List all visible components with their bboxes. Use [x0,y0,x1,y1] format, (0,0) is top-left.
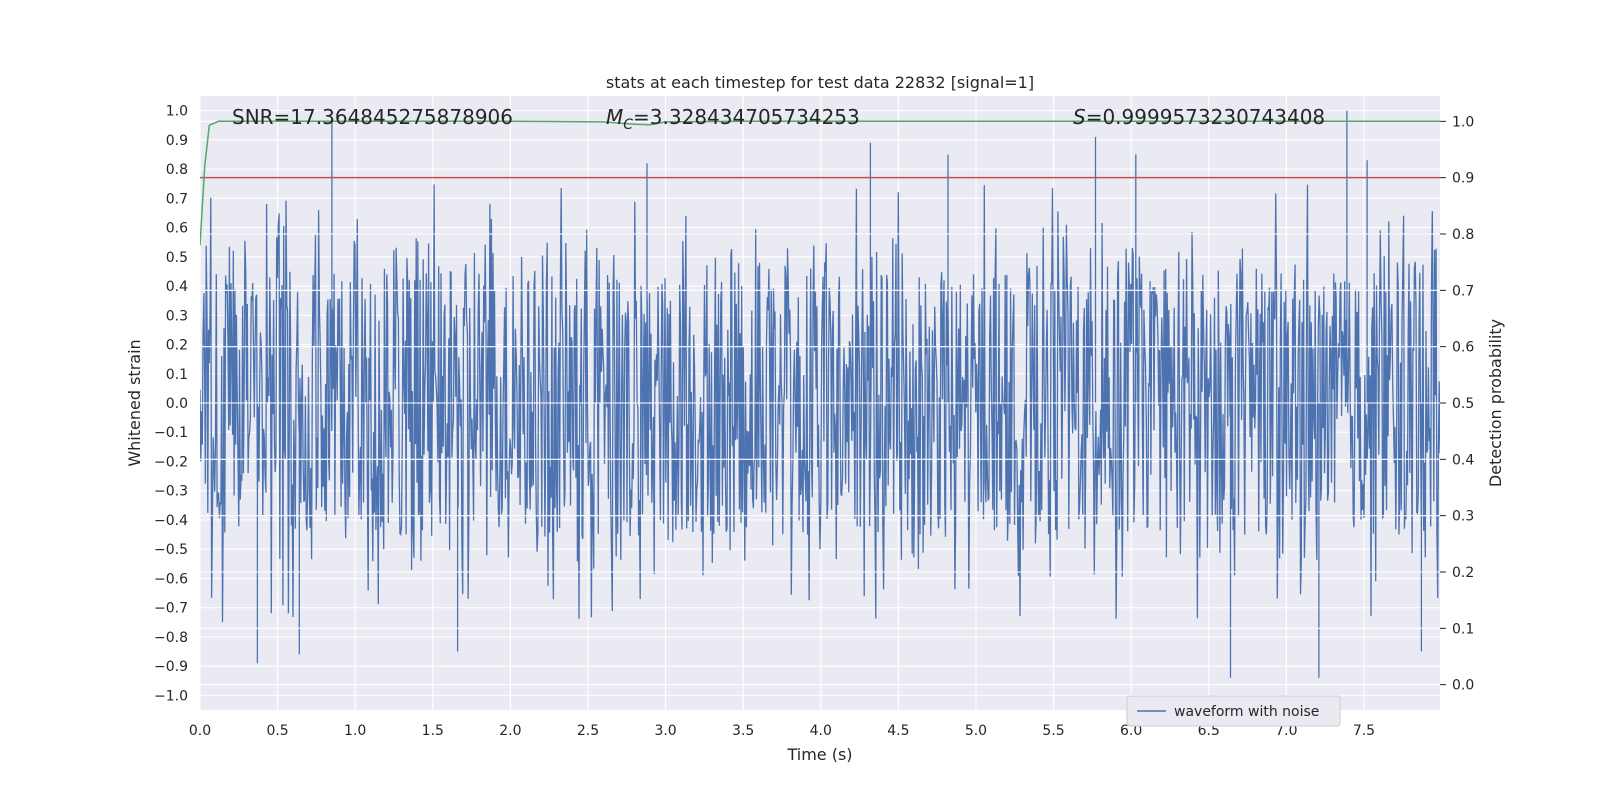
x-tick-label: 4.5 [887,723,909,739]
y-tick-label: −0.8 [154,630,188,646]
y-tick-label: −1.0 [154,688,188,704]
snr-annotation: SNR=17.364845275878906 [232,105,513,129]
y-tick-label: −0.7 [154,601,188,617]
y2-tick-label: 0.2 [1452,565,1474,581]
y-tick-label: 0.7 [166,191,188,207]
waveform-series [200,110,1440,678]
x-tick-label: 7.5 [1353,723,1375,739]
y-tick-label: −0.2 [154,454,188,470]
legend: waveform with noise [1126,695,1341,727]
y-tick-label: 0.0 [166,396,188,412]
y-tick-label: 0.5 [166,250,188,266]
x-tick-label: 1.5 [422,723,444,739]
y-tick-label: −0.5 [154,542,188,558]
x-tick-label: 6.5 [1198,723,1220,739]
y-tick-label: 0.3 [166,308,188,324]
y2-tick-label: 0.4 [1452,452,1474,468]
y-axis-label: Whitened strain [125,339,144,466]
legend-label-waveform: waveform with noise [1174,704,1319,720]
y-tick-label: −0.9 [154,659,188,675]
y-tick-label: 0.6 [166,221,188,237]
y2-tick-label: 0.6 [1452,340,1474,356]
y-tick-label: 0.1 [166,367,188,383]
score-annotation: S=0.9999573230743408 [1073,105,1325,129]
y2-tick-label: 0.8 [1452,227,1474,243]
y-tick-label: 0.8 [166,162,188,178]
y-tick-label: −0.3 [154,484,188,500]
y2-tick-label: 0.0 [1452,678,1474,694]
y2-tick-label: 0.5 [1452,396,1474,412]
y-tick-label: 0.2 [166,338,188,354]
x-ticks: 0.0 0.5 1.0 1.5 2.0 2.5 3.0 3.5 4.0 4.5 5.0 5.5 6.0 6… [189,723,1375,739]
y2-tick-label: 0.3 [1452,509,1474,525]
y-ticks: 1.0 0.9 0.8 0.7 0.6 0.5 0.4 0.3 0.2 0.1 0.0 −0.1 −0.… [154,104,188,705]
y-tick-label: −0.6 [154,571,188,587]
y-tick-label: 0.9 [166,133,188,149]
probability-series [200,120,1440,246]
chart-title: stats at each timestep for test data 228… [606,73,1034,92]
y2-tick-label: 0.1 [1452,621,1474,637]
y-tick-label: 0.4 [166,279,188,295]
y2-tick-label: 0.9 [1452,171,1474,187]
y2-axis-label: Detection probability [1486,319,1505,487]
legend-box [1126,695,1341,727]
x-tick-label: 6.0 [1120,723,1142,739]
x-tick-label: 0.0 [189,723,211,739]
y2-tick-label: 0.7 [1452,283,1474,299]
x-axis-label: Time (s) [786,745,852,764]
x-tick-label: 4.0 [810,723,832,739]
y-tick-label: −0.1 [154,425,188,441]
x-tick-label: 3.5 [732,723,754,739]
x-tick-label: 1.0 [344,723,366,739]
chirp-mass-annotation: MC=3.328434705734253 [606,105,860,133]
y2-ticks: 1.0 0.9 0.8 0.7 0.6 0.5 0.4 0.3 0.2 0.1 0.0 [1440,114,1474,694]
x-tick-label: 2.5 [577,723,599,739]
x-tick-label: 7.0 [1275,723,1297,739]
x-tick-label: 3.0 [654,723,676,739]
x-tick-label: 5.0 [965,723,987,739]
x-tick-label: 2.0 [499,723,521,739]
x-tick-label: 0.5 [266,723,288,739]
x-tick-label: 5.5 [1042,723,1064,739]
y2-tick-label: 1.0 [1452,114,1474,130]
y-tick-label: 1.0 [166,104,188,120]
y-tick-label: −0.4 [154,513,188,529]
